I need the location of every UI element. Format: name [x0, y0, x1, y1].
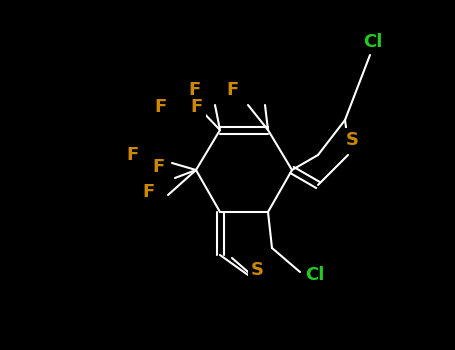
Text: Cl: Cl — [305, 266, 325, 284]
Text: S: S — [345, 131, 359, 149]
Text: F: F — [154, 98, 166, 116]
Text: F: F — [191, 98, 203, 116]
Text: Cl: Cl — [363, 33, 383, 51]
Text: F: F — [142, 183, 154, 201]
Text: F: F — [152, 158, 164, 176]
Text: S: S — [251, 261, 263, 279]
Text: F: F — [189, 81, 201, 99]
Text: F: F — [127, 146, 139, 164]
Text: F: F — [226, 81, 238, 99]
